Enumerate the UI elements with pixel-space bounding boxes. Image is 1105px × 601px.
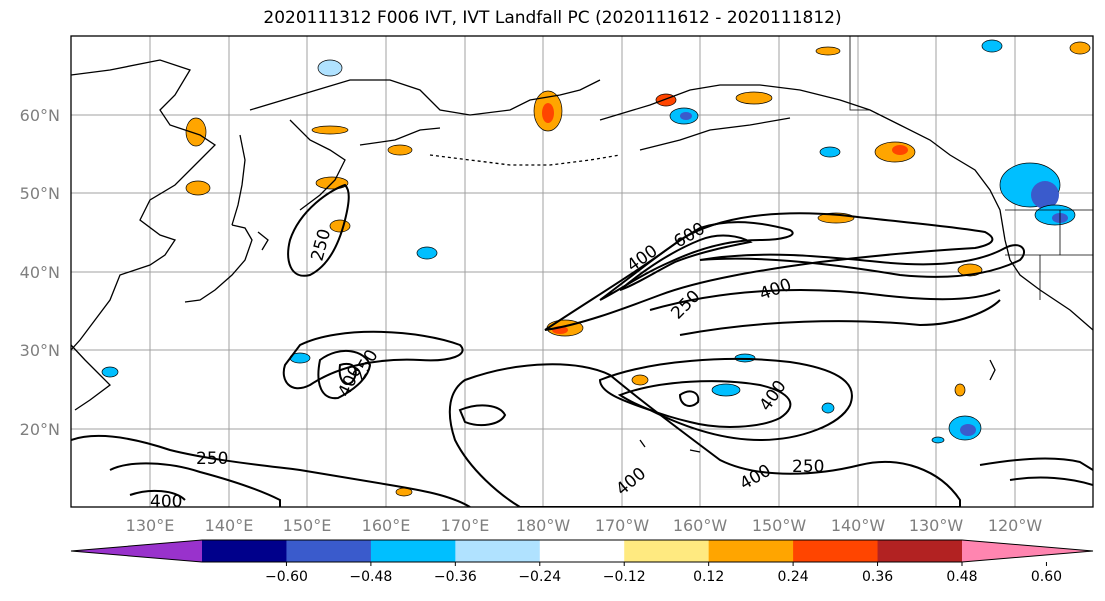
lat-label: 30°N <box>20 341 60 360</box>
colorbar-tick-label: −0.60 <box>265 569 308 585</box>
lon-label: 150°E <box>283 516 332 535</box>
lat-labels: 60°N 50°N 40°N 30°N 20°N <box>20 106 60 439</box>
colorbar: −0.60 −0.48 −0.36 −0.24 −0.12 0.12 0.24 0.36 0.4… <box>70 539 1094 585</box>
lon-labels: 130°E 140°E 150°E 160°E 170°E 180°W 170°… <box>126 516 1043 535</box>
lat-label: 40°N <box>20 263 60 282</box>
colorbar-tick-label: 0.12 <box>693 569 724 585</box>
lon-label: 140°W <box>831 516 886 535</box>
lon-label: 130°W <box>909 516 964 535</box>
colorbar-swatch <box>539 540 625 562</box>
lon-label: 150°W <box>752 516 807 535</box>
colorbar-swatch <box>286 540 372 562</box>
colorbar-swatch <box>370 540 456 562</box>
gridlines <box>71 36 1093 507</box>
lat-label: 50°N <box>20 184 60 203</box>
contour-label: 250 <box>792 457 824 477</box>
lon-label: 160°E <box>362 516 411 535</box>
coastlines <box>71 59 1093 453</box>
lon-label: 160°W <box>673 516 728 535</box>
contour-label: 250 <box>667 286 704 323</box>
colorbar-tick-label: −0.48 <box>349 569 392 585</box>
lon-label: 170°W <box>595 516 650 535</box>
colorbar-swatch <box>202 540 287 562</box>
colorbar-extend-right <box>962 540 1093 562</box>
colorbar-tick-label: 0.24 <box>778 569 809 585</box>
contour-label: 250 <box>308 227 336 264</box>
lon-label: 170°E <box>441 516 490 535</box>
contour-label: 400 <box>150 492 182 512</box>
colorbar-tick-label: 0.48 <box>946 569 977 585</box>
map-frame <box>70 35 1094 508</box>
colorbar-swatch <box>708 540 794 562</box>
borders <box>849 36 1093 300</box>
map-title: 2020111312 F006 IVT, IVT Landfall PC (20… <box>263 8 842 28</box>
contour-label: 400 <box>623 241 661 276</box>
lon-label: 140°E <box>205 516 254 535</box>
colorbar-outline <box>70 539 1094 563</box>
colorbar-swatch <box>624 540 710 562</box>
contour-label: 400 <box>757 275 794 305</box>
colorbar-swatch <box>877 540 963 562</box>
colorbar-tick-label: −0.24 <box>518 569 561 585</box>
contour-labels: 250 400 600 400 250 400 250 400 250 400 … <box>150 219 824 512</box>
colorbar-swatch <box>793 540 879 562</box>
ivt-contours <box>71 183 1093 507</box>
colorbar-tick-label: −0.12 <box>603 569 646 585</box>
lat-label: 60°N <box>20 106 60 125</box>
contour-label: 250 <box>196 449 228 469</box>
lon-label: 130°E <box>126 516 175 535</box>
colorbar-tick-label: 0.36 <box>862 569 893 585</box>
pc-shading <box>101 39 1091 497</box>
contour-label: 400 <box>737 461 775 495</box>
lon-label: 120°W <box>988 516 1043 535</box>
colorbar-tick-label: 0.60 <box>1031 569 1062 585</box>
contour-label: 600 <box>671 219 709 253</box>
contour-label: 400 <box>612 464 650 500</box>
colorbar-tick-label: −0.36 <box>434 569 477 585</box>
lon-label: 180°W <box>516 516 571 535</box>
lat-label: 20°N <box>20 420 60 439</box>
colorbar-extend-left <box>71 540 202 562</box>
colorbar-swatch <box>455 540 541 562</box>
